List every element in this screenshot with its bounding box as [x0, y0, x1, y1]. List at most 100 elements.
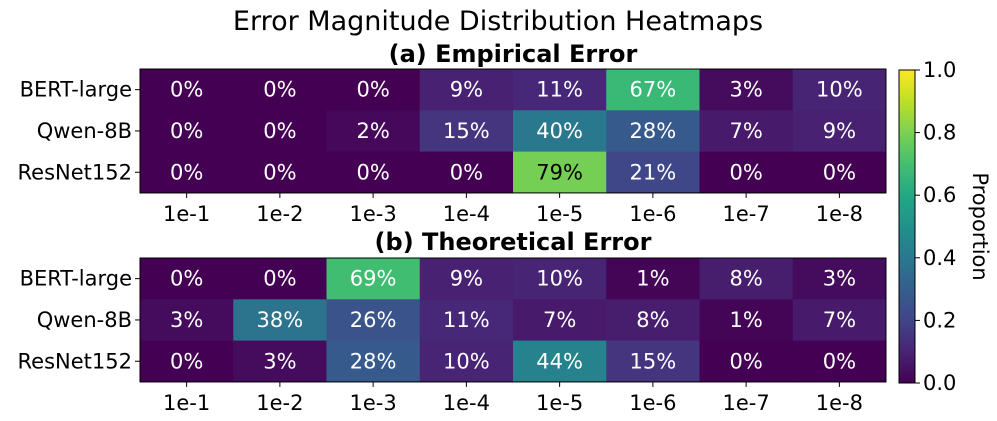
heatmap-cell [419, 340, 514, 383]
heatmap-cell [606, 69, 700, 111]
heatmap-cell [140, 340, 234, 383]
heatmap-cell [233, 110, 327, 153]
heatmap-cell [326, 69, 421, 111]
cell-label: 28% [630, 119, 677, 143]
colorbar-tick-label: 1.0 [923, 58, 956, 82]
heatmap-cell [140, 299, 234, 342]
heatmap-cell [792, 151, 887, 194]
cell-label: 10% [443, 349, 490, 373]
heatmap-cell [699, 258, 794, 300]
heatmap-cell [606, 258, 700, 300]
heatmap-cell [513, 340, 607, 383]
heatmap-cell [419, 299, 514, 342]
cell-label: 2% [356, 119, 389, 143]
heatmap-cell [606, 299, 700, 342]
cell-label: 1% [636, 267, 669, 291]
cell-label: 0% [170, 78, 203, 102]
colorbar-tick-label: 0.4 [923, 246, 956, 270]
heatmap-cell [606, 340, 700, 383]
colorbar-gradient [898, 69, 916, 384]
x-tick-label: 1e-5 [536, 202, 583, 226]
x-tick-label: 1e-2 [256, 391, 303, 415]
cell-label: 15% [630, 349, 677, 373]
cell-label: 10% [536, 267, 583, 291]
cell-label: 0% [823, 160, 856, 184]
cell-label: 0% [170, 267, 203, 291]
x-tick-label: 1e-3 [350, 391, 397, 415]
cell-label: 69% [350, 267, 397, 291]
cell-label: 7% [729, 119, 762, 143]
x-tick-label: 1e-2 [256, 202, 303, 226]
heatmap-cell [419, 69, 514, 111]
heatmap-cell [513, 110, 607, 153]
heatmap-cell [699, 299, 794, 342]
heatmap-cell [326, 110, 421, 153]
heatmap-cell [326, 340, 421, 383]
cell-label: 0% [356, 78, 389, 102]
figure-title: Error Magnitude Distribution Heatmaps [233, 6, 763, 37]
x-tick-label: 1e-8 [816, 391, 863, 415]
panel-title: (b) Theoretical Error [375, 228, 652, 256]
cell-label: 0% [263, 119, 296, 143]
cell-label: 3% [823, 267, 856, 291]
x-tick-label: 1e-3 [350, 202, 397, 226]
heatmap-cell [326, 299, 421, 342]
heatmap-cell [419, 110, 514, 153]
cell-label: 0% [729, 349, 762, 373]
heatmap-cell [792, 110, 887, 153]
cell-label: 0% [356, 160, 389, 184]
cell-label: 0% [823, 349, 856, 373]
cell-label: 3% [170, 308, 203, 332]
x-tick-label: 1e-1 [163, 202, 210, 226]
cell-label: 0% [729, 160, 762, 184]
heatmap-cell [326, 258, 421, 300]
heatmap-cell [233, 258, 327, 300]
heatmap-cell [699, 110, 794, 153]
cell-label: 11% [443, 308, 490, 332]
heatmap-cell [513, 69, 607, 111]
cell-label: 9% [450, 78, 483, 102]
colorbar-label: Proportion [968, 172, 992, 280]
x-tick-label: 1e-1 [163, 391, 210, 415]
cell-label: 26% [350, 308, 397, 332]
cell-label: 8% [636, 308, 669, 332]
heatmap-cell [233, 69, 327, 111]
x-tick-label: 1e-8 [816, 202, 863, 226]
cell-label: 15% [443, 119, 490, 143]
cell-label: 8% [729, 267, 762, 291]
heatmap-cell [233, 299, 327, 342]
heatmap-cell [606, 151, 700, 194]
row-label: ResNet152 [18, 160, 132, 184]
heatmap-cell [140, 110, 234, 153]
cell-label: 40% [536, 119, 583, 143]
heatmap-cell [699, 340, 794, 383]
colorbar-tick-label: 0.2 [923, 308, 956, 332]
x-tick-label: 1e-7 [723, 202, 770, 226]
row-label: Qwen-8B [37, 308, 132, 332]
row-label: BERT-large [20, 267, 132, 291]
cell-label: 79% [536, 160, 583, 184]
heatmap-cell [419, 151, 514, 194]
cell-label: 21% [630, 160, 677, 184]
heatmap-cell [792, 69, 887, 111]
cell-label: 3% [729, 78, 762, 102]
panel-frame [139, 68, 887, 194]
heatmap-cell [513, 258, 607, 300]
cell-label: 3% [263, 349, 296, 373]
cell-label: 0% [170, 119, 203, 143]
heatmap-cell [792, 258, 887, 300]
cell-label: 67% [630, 78, 677, 102]
cell-label: 1% [729, 308, 762, 332]
colorbar-tick-label: 0.6 [923, 183, 956, 207]
heatmap-cell [699, 151, 794, 194]
cell-label: 0% [263, 267, 296, 291]
cell-label: 9% [450, 267, 483, 291]
heatmap-cell [140, 258, 234, 300]
cell-label: 44% [536, 349, 583, 373]
heatmap-cell [513, 151, 607, 194]
heatmap-cell [792, 299, 887, 342]
cell-label: 7% [543, 308, 576, 332]
cell-label: 0% [170, 160, 203, 184]
cell-label: 38% [257, 308, 304, 332]
